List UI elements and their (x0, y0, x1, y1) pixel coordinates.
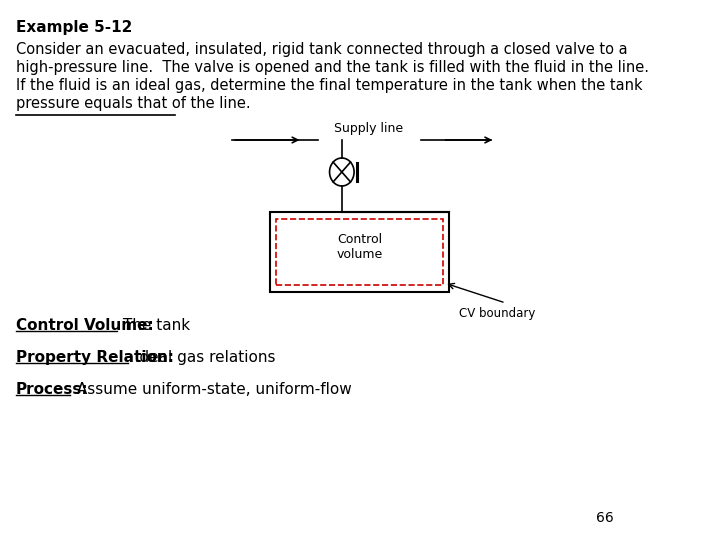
Text: 66: 66 (595, 511, 613, 525)
Text: Ideal gas relations: Ideal gas relations (130, 350, 275, 365)
Text: Assume uniform-state, uniform-flow: Assume uniform-state, uniform-flow (72, 382, 351, 397)
Text: If the fluid is an ideal gas, determine the final temperature in the tank when t: If the fluid is an ideal gas, determine … (16, 78, 642, 93)
Text: CV boundary: CV boundary (459, 307, 535, 320)
Text: Control Volume:: Control Volume: (16, 318, 153, 333)
Text: pressure equals that of the line.: pressure equals that of the line. (16, 96, 251, 111)
Text: The tank: The tank (118, 318, 191, 333)
Text: Example 5-12: Example 5-12 (16, 20, 132, 35)
Bar (270, 212, 449, 292)
Text: high-pressure line.  The valve is opened and the tank is filled with the fluid i: high-pressure line. The valve is opened … (16, 60, 649, 75)
Text: Supply line: Supply line (333, 122, 402, 135)
Text: Process:: Process: (16, 382, 89, 397)
Text: Consider an evacuated, insulated, rigid tank connected through a closed valve to: Consider an evacuated, insulated, rigid … (16, 42, 627, 57)
Bar (276, 219, 443, 285)
Text: Control
volume: Control volume (336, 233, 382, 261)
Text: Property Relation:: Property Relation: (16, 350, 174, 365)
